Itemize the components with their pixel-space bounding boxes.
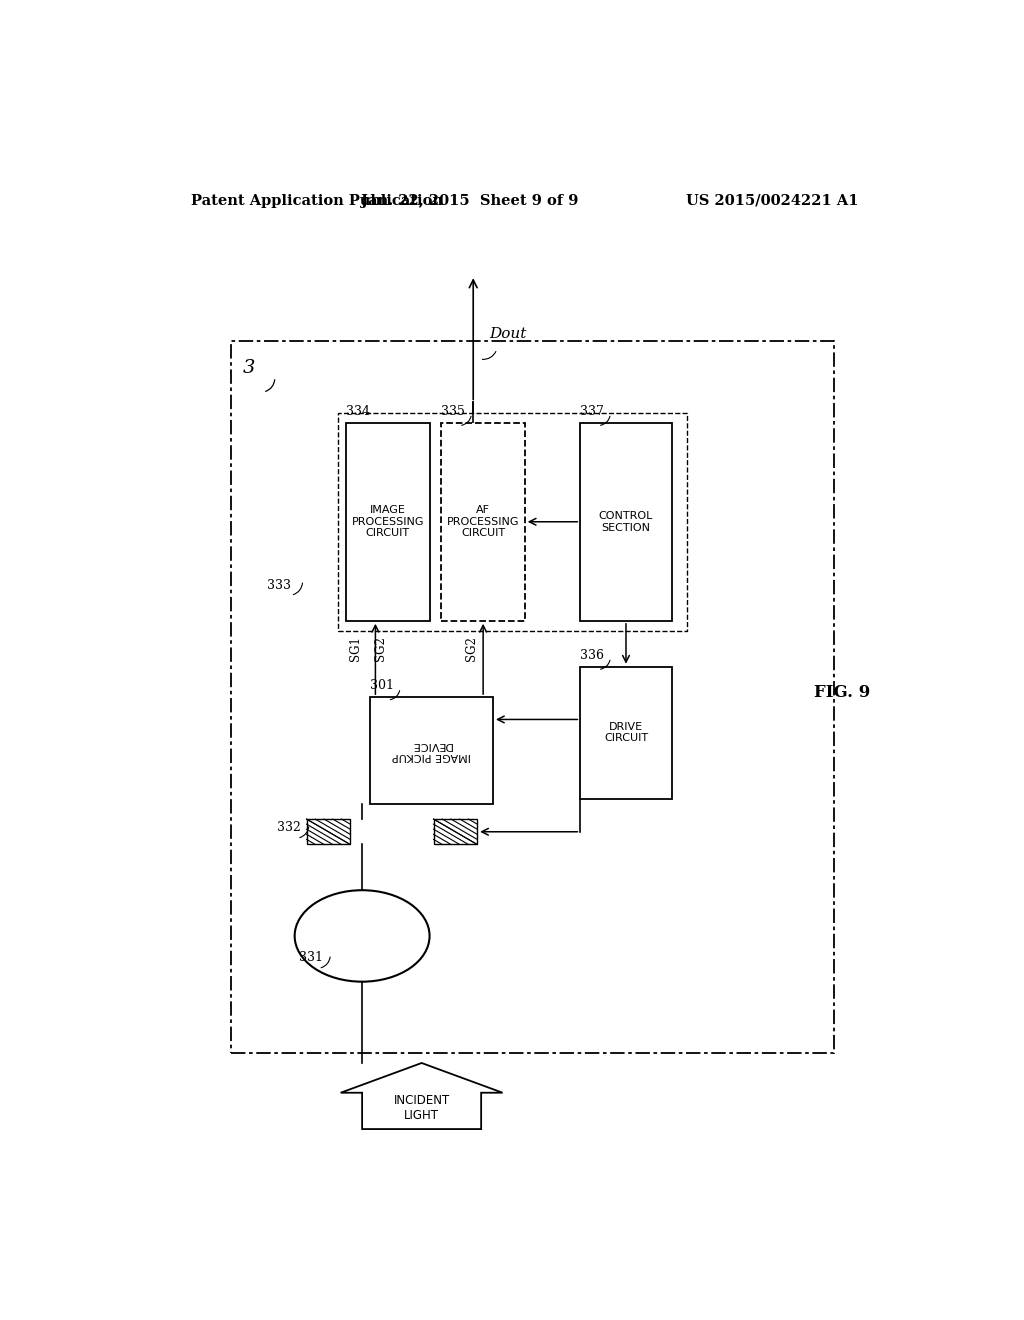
Polygon shape [341, 1063, 503, 1129]
Text: IMAGE PICKUP
DEVICE: IMAGE PICKUP DEVICE [392, 739, 471, 762]
Text: DRIVE
CIRCUIT: DRIVE CIRCUIT [604, 722, 648, 743]
Text: SG2: SG2 [465, 636, 478, 661]
Text: FIG. 9: FIG. 9 [814, 684, 870, 701]
Text: 332: 332 [278, 821, 301, 834]
Bar [581, 422, 672, 620]
Text: Jan. 22, 2015  Sheet 9 of 9: Jan. 22, 2015 Sheet 9 of 9 [360, 194, 578, 209]
Text: US 2015/0024221 A1: US 2015/0024221 A1 [686, 194, 858, 209]
Text: CONTROL
SECTION: CONTROL SECTION [599, 511, 653, 532]
Text: AF
PROCESSING
CIRCUIT: AF PROCESSING CIRCUIT [446, 506, 519, 539]
Text: 336: 336 [581, 648, 604, 661]
Bar [346, 422, 430, 620]
Text: 337: 337 [581, 405, 604, 417]
Text: 333: 333 [267, 578, 291, 591]
Text: Dout: Dout [489, 327, 526, 341]
Text: SG1: SG1 [349, 636, 362, 661]
Text: SG2: SG2 [374, 636, 387, 661]
Text: 335: 335 [441, 405, 465, 417]
Bar [370, 697, 494, 804]
Bar [306, 818, 350, 845]
Text: 334: 334 [346, 405, 371, 417]
Text: INCIDENT
LIGHT: INCIDENT LIGHT [393, 1094, 450, 1122]
Text: Patent Application Publication: Patent Application Publication [191, 194, 443, 209]
Bar [441, 422, 525, 620]
Ellipse shape [295, 890, 430, 982]
Text: IMAGE
PROCESSING
CIRCUIT: IMAGE PROCESSING CIRCUIT [351, 506, 424, 539]
Bar [338, 413, 687, 631]
Text: 331: 331 [299, 952, 323, 965]
Bar [581, 667, 672, 799]
Bar [433, 818, 477, 845]
Bar [231, 342, 835, 1053]
Text: 301: 301 [370, 678, 394, 692]
Text: 3: 3 [243, 359, 255, 378]
